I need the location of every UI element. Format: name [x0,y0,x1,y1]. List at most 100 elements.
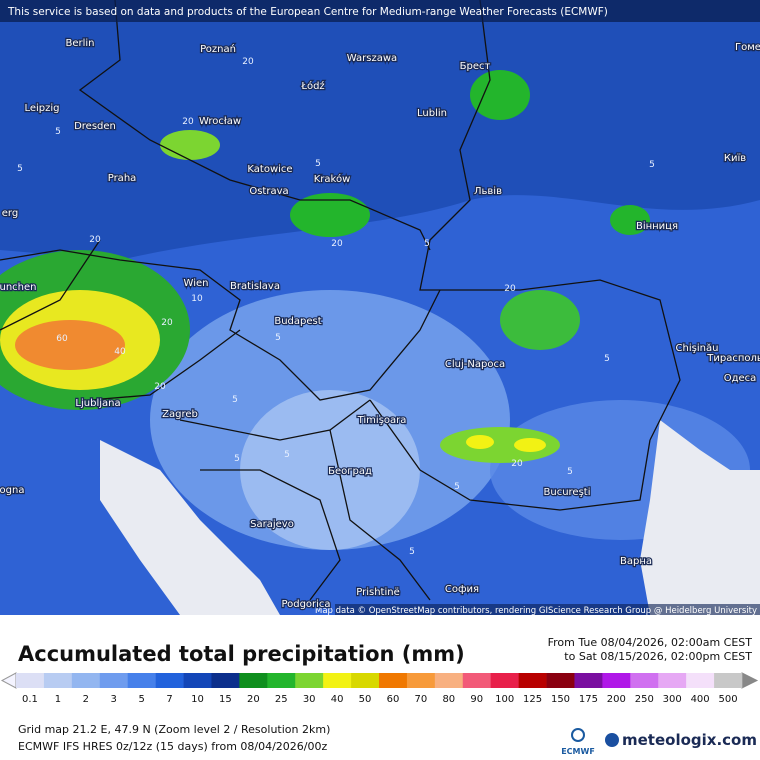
border [200,429,431,601]
city-label: Berlin [65,38,94,49]
contour-label: 5 [234,454,240,464]
sea [100,440,280,615]
colorbar-box [43,673,73,688]
contour-label: 20 [154,382,166,392]
colorbar-box [406,673,436,688]
contour-label: 20 [331,239,343,249]
colorbar-label: 0.1 [22,694,38,705]
colorbar-box [546,673,575,688]
colorbar-box [630,673,659,688]
colorbar-label: 125 [523,694,542,705]
panel-title: Accumulated total precipitation (mm) [18,642,465,666]
city-label: Podgorica [281,599,330,610]
precip-area [160,130,220,160]
colorbar-label: 40 [331,694,344,705]
city-label: Ostrava [249,186,288,197]
colorbar-box [351,673,380,688]
colorbar-box [658,673,687,688]
precip-area [514,438,546,452]
city-label: Budapest [274,316,321,327]
model-info: ECMWF IFS HRES 0z/12z (15 days) from 08/… [18,740,328,753]
colorbar-box [434,673,464,688]
contour-label: 5 [424,239,430,249]
colorbar-box [183,673,212,688]
colorbar-label: 175 [579,694,598,705]
precip-area [500,290,580,350]
city-label: Львів [474,185,502,197]
contour-label: 10 [191,294,203,304]
colorbar-label: 2 [83,694,89,705]
colorbar-label: 400 [691,694,710,705]
colorbar-label: 100 [495,694,514,705]
city-label: Warszawa [347,53,397,64]
notice-bar [0,0,760,22]
contour-label: 20 [511,459,523,469]
colorbar-box [16,673,45,688]
colorbar: 0.1 1 2 3 5 7 10 15 20 25 30 40 50 60 70 80 90 100 125 150 1… [0,672,759,705]
colorbar-arrow [741,672,759,689]
colorbar-box [323,673,352,688]
city-label: Lublin [417,108,447,119]
contour-label: 20 [242,57,254,67]
colorbar-label: 70 [415,694,428,705]
period-from: From Tue 08/04/2026, 02:00am CEST [548,636,753,649]
contour-label: 5 [604,354,610,364]
city-label: Варна [620,556,652,567]
city-label: Dresden [74,121,116,132]
city-label: Wrocław [199,116,241,127]
city-label: Łódź [300,80,324,92]
city-label: Prishtinë [356,587,399,598]
colorbar-box [462,673,491,688]
contour-label: 5 [284,450,290,460]
colorbar-box [574,673,603,688]
colorbar-label: 300 [663,694,682,705]
colorbar-box [155,673,184,688]
contour-label: 40 [114,347,126,357]
city-label: Kraków [314,173,351,185]
city-label: Bratislava [230,281,280,292]
precip-area [15,320,125,370]
city-label: Вінниця [636,220,678,232]
border [78,0,431,251]
contour-label: 5 [649,160,655,170]
colorbar-label: 30 [303,694,316,705]
colorbar-box [127,673,156,688]
contour-label: 60 [56,334,68,344]
colorbar-box [211,673,240,688]
border [0,249,441,401]
contour-label: 5 [55,127,61,137]
colorbar-label: 90 [470,694,483,705]
colorbar-box [295,673,324,688]
brand: meteologix.com [622,731,757,749]
grid-info: Grid map 21.2 E, 47.9 N (Zoom level 2 / … [18,723,330,736]
contour-label: 5 [232,395,238,405]
ecmwf-logo: ECMWF [561,747,595,756]
city-label: Sarajevo [250,519,294,530]
contour-label: 5 [409,547,415,557]
city-label: Poznań [200,43,236,55]
city-label: Тирасполь [706,353,760,364]
city-label: Гоме [735,42,760,53]
contour-label: 5 [454,482,460,492]
contour-label: 5 [315,159,321,169]
notice: This service is based on data and produc… [7,6,608,18]
colorbar-label: 150 [551,694,570,705]
city-label: erg [2,208,18,219]
colorbar-box [71,673,101,688]
city-label: Praha [108,173,137,184]
colorbar-box [686,673,715,688]
period-to: to Sat 08/15/2026, 02:00pm CEST [564,650,752,663]
precip-area [470,70,530,120]
colorbar-box [239,673,268,688]
contour-label: 20 [89,235,101,245]
borders [0,0,681,601]
city-label: Київ [724,153,746,164]
city-label: Cluj-Napoca [445,359,505,370]
precip-area [290,193,370,237]
ecmwf-icon [571,728,585,742]
colorbar-box [379,673,408,688]
sea [640,420,760,615]
city-label: unchen [0,282,37,293]
colorbar-box [518,673,547,688]
